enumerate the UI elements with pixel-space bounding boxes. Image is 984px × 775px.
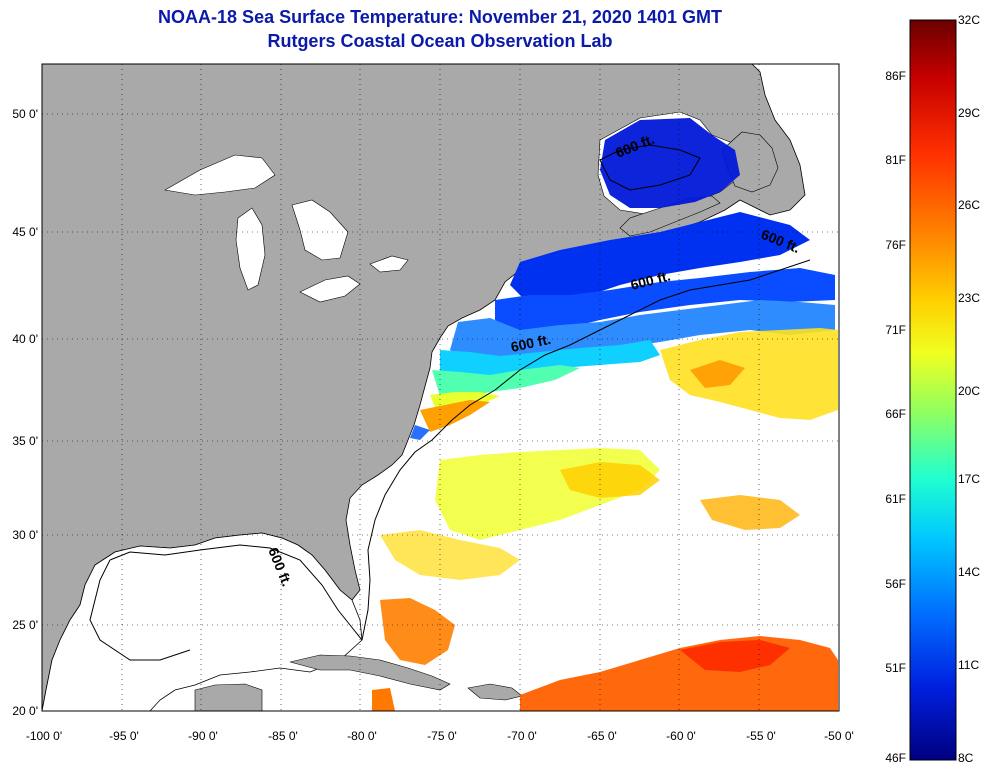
lon-tick-label: -90 0' — [188, 729, 218, 743]
lon-tick-label: -100 0' — [26, 729, 62, 743]
colorbar-celsius-label: 26C — [958, 198, 980, 212]
sst-warm-water — [372, 328, 838, 711]
colorbar-fahrenheit-label: 86F — [885, 69, 906, 83]
colorbar-celsius-label: 14C — [958, 565, 980, 579]
map-frame — [41, 63, 840, 712]
colorbar-celsius-label: 8C — [958, 751, 974, 765]
lon-tick-label: -60 0' — [666, 729, 696, 743]
lat-tick-label: 35 0' — [12, 434, 38, 448]
lon-tick-label: -55 0' — [746, 729, 776, 743]
lon-tick-label: -80 0' — [347, 729, 377, 743]
colorbar-celsius-label: 20C — [958, 384, 980, 398]
colorbar-fahrenheit-label: 46F — [885, 751, 906, 765]
colorbar-fahrenheit-label: 81F — [885, 153, 906, 167]
colorbar-fahrenheit-label: 71F — [885, 323, 906, 337]
lon-tick-label: -50 0' — [824, 729, 854, 743]
sst-cold-water — [410, 118, 835, 440]
map-area: 600 ft. 600 ft. 600 ft. 600 ft. 600 ft. — [41, 63, 840, 712]
colorbar-celsius-label: 11C — [958, 658, 979, 672]
colorbar-gradient — [909, 19, 957, 761]
temperature-colorbar: 32C 29C 26C 23C 20C 17C 14C 11C 8C 86F 8… — [885, 13, 980, 765]
lat-tick-label: 25 0' — [12, 618, 38, 632]
lat-tick-label: 40 0' — [12, 332, 38, 346]
great-lakes — [164, 154, 409, 303]
land-cuba — [289, 654, 451, 691]
colorbar-fahrenheit-label: 76F — [885, 238, 906, 252]
colorbar-fahrenheit-label: 66F — [885, 407, 906, 421]
lat-tick-label: 30 0' — [12, 528, 38, 542]
lon-tick-label: -95 0' — [109, 729, 139, 743]
colorbar-celsius-label: 32C — [958, 13, 980, 27]
lat-tick-label: 20 0' — [12, 704, 38, 718]
colorbar-fahrenheit-label: 61F — [885, 492, 906, 506]
lon-tick-label: -75 0' — [427, 729, 457, 743]
colorbar-celsius-label: 29C — [958, 106, 980, 120]
map-subtitle: Rutgers Coastal Ocean Observation Lab — [267, 31, 613, 51]
lon-tick-label: -65 0' — [587, 729, 617, 743]
lat-tick-label: 45 0' — [12, 225, 38, 239]
lon-tick-label: -85 0' — [268, 729, 298, 743]
map-title: NOAA-18 Sea Surface Temperature: Novembe… — [158, 7, 722, 27]
contour-600ft — [89, 144, 811, 661]
land-yucatan — [194, 683, 263, 712]
colorbar-fahrenheit-label: 56F — [885, 577, 906, 591]
colorbar-fahrenheit-label: 51F — [885, 661, 906, 675]
colorbar-celsius-label: 23C — [958, 291, 980, 305]
lon-tick-label: -70 0' — [507, 729, 537, 743]
longitude-axis: -100 0' -95 0' -90 0' -85 0' -80 0' -75 … — [26, 729, 854, 743]
latitude-axis: 50 0' 45 0' 40 0' 35 0' 30 0' 25 0' 20 0… — [12, 107, 38, 718]
colorbar-celsius-label: 17C — [958, 472, 980, 486]
lat-tick-label: 50 0' — [12, 107, 38, 121]
